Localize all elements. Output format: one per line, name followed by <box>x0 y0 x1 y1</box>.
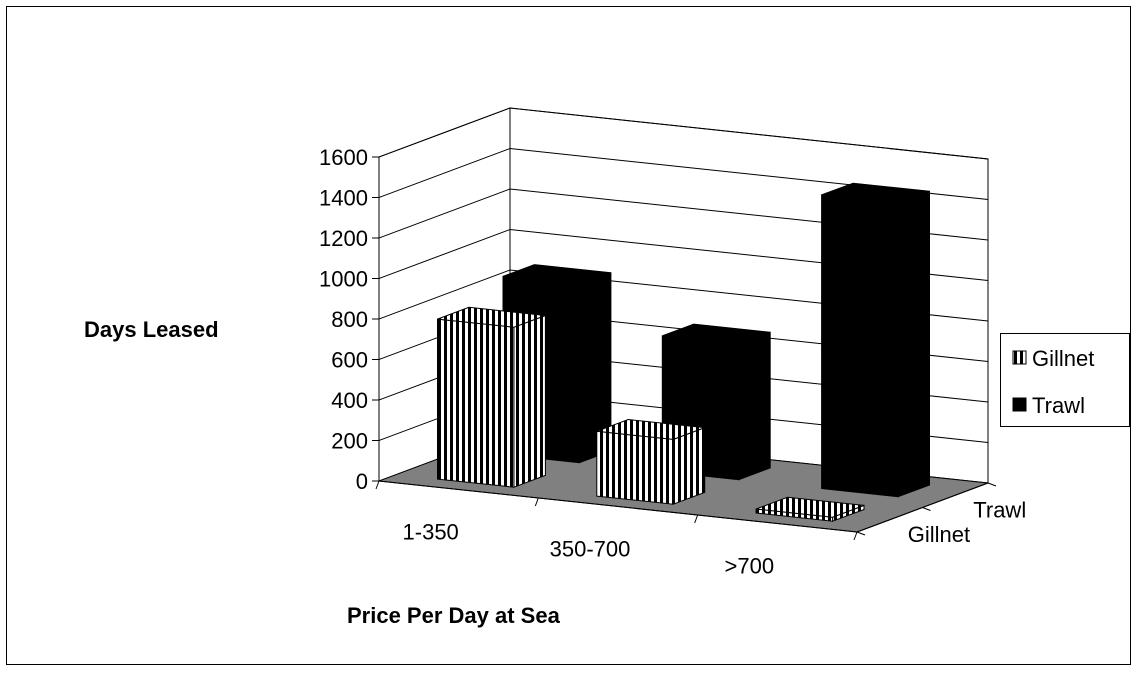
legend-label-gillnet: Gillnet <box>1032 346 1094 371</box>
y-axis-title: Days Leased <box>84 317 219 342</box>
x-tick-label-2: >700 <box>725 554 775 579</box>
bar-side-face <box>897 190 930 498</box>
x-tick-label-1: 350-700 <box>550 537 631 562</box>
x-axis-line <box>378 480 858 533</box>
gridline-1600 <box>378 107 989 160</box>
chart-border <box>6 6 1131 665</box>
bar-top-face <box>596 418 705 440</box>
y-tick-label-800: 800 <box>331 307 368 332</box>
legend-swatch-gillnet <box>1012 350 1027 365</box>
bar-gillnet-0 <box>437 306 546 488</box>
x-axis-title: Price Per Day at Sea <box>347 603 561 628</box>
bar-side-face <box>672 426 706 505</box>
legend-swatch-trawl <box>1012 397 1027 412</box>
y-tick-label-1600: 1600 <box>319 145 368 170</box>
x-tick-labels: 1-350 350-700 >700 <box>403 520 775 579</box>
y-tick-label-600: 600 <box>331 348 368 373</box>
depth-tick-mark-0 <box>856 531 866 536</box>
depth-tick-mark-1 <box>922 507 931 511</box>
bar-front-face <box>437 318 515 488</box>
y-tick-label-1000: 1000 <box>319 267 368 292</box>
legend-label-trawl: Trawl <box>1032 393 1085 418</box>
y-tick-label-1200: 1200 <box>319 226 368 251</box>
bar-top-face <box>662 323 771 345</box>
x-tick-mark-1 <box>534 497 539 507</box>
x-tick-mark-2 <box>694 514 699 524</box>
bar-front-face <box>821 194 899 498</box>
bars <box>437 182 930 522</box>
bar-gillnet-1 <box>596 418 706 505</box>
bar-side-face <box>738 331 771 481</box>
x-tick-label-0: 1-350 <box>403 520 459 545</box>
axes <box>372 156 997 541</box>
bar-top-face <box>821 182 930 204</box>
y-tick-labels: 0 200 400 600 800 1000 1200 1400 1600 <box>319 145 368 494</box>
bar-top-face <box>437 306 546 328</box>
bar-top-face <box>755 496 865 518</box>
bar-front-face <box>596 430 674 505</box>
y-tick-label-200: 200 <box>331 429 368 454</box>
legend: Gillnet Trawl <box>1000 333 1130 427</box>
bar-top-face <box>502 264 612 286</box>
x-tick-mark-0 <box>375 480 380 490</box>
depth-tick-label-1: Gillnet <box>908 522 970 547</box>
gridline-1400 <box>378 147 989 200</box>
x-tick-mark-3 <box>853 531 858 541</box>
depth-tick-label-0: Trawl <box>973 497 1026 522</box>
y-tick-label-1400: 1400 <box>319 186 368 211</box>
bar-side-face <box>513 314 546 488</box>
depth-tick-mark-2 <box>987 482 997 487</box>
bar-gillnet-2 <box>755 496 865 522</box>
y-tick-label-0: 0 <box>356 469 368 494</box>
y-tick-label-400: 400 <box>331 388 368 413</box>
bar-trawl-2 <box>821 182 930 498</box>
